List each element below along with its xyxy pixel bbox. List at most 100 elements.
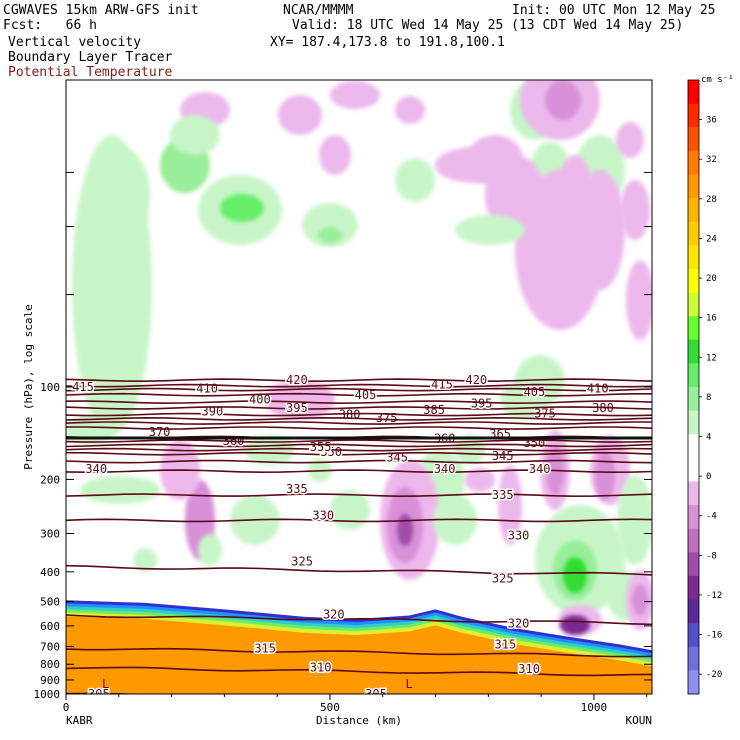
colorbar-swatch xyxy=(688,410,699,435)
w-region xyxy=(330,81,380,109)
w-region xyxy=(498,465,522,545)
theta-label-405: 405 xyxy=(355,388,377,402)
theta-label-420: 420 xyxy=(465,373,487,387)
theta-contour-305 xyxy=(66,692,140,694)
header-org: NCAR/MMMM xyxy=(283,3,354,18)
colorbar-swatch xyxy=(688,268,699,294)
w-region xyxy=(465,468,495,492)
theta-contour-420 xyxy=(66,378,652,383)
header-model: CGWAVES 15km ARW-GFS init xyxy=(3,3,199,18)
colorbar-tick-label: 36 xyxy=(706,116,717,126)
theta-label-385: 385 xyxy=(423,403,445,417)
w-region xyxy=(595,450,615,500)
colorbar-swatch xyxy=(688,528,699,553)
theta-contour-335 xyxy=(66,493,652,498)
w-region xyxy=(560,615,590,635)
colorbar: cm s⁻¹ 36 32 28 24 20 16 12 8 4 0 -4 -8 -12 -16 -20 xyxy=(687,75,734,695)
theta-contour-330 xyxy=(66,518,652,523)
boundary-layer-tracer xyxy=(66,616,652,694)
y-tick-label: 500 xyxy=(40,596,60,609)
theta-label-395: 395 xyxy=(471,396,493,410)
theta-contour-375 xyxy=(66,426,652,430)
colorbar-swatch xyxy=(688,198,699,223)
theta-contour-315 xyxy=(66,647,652,658)
colorbar-tick-label: 8 xyxy=(706,393,711,403)
theta-label-400: 400 xyxy=(249,393,271,407)
theta-contour-400 xyxy=(66,400,652,405)
colorbar-swatch xyxy=(688,505,699,530)
w-region xyxy=(319,135,351,175)
theta-label-305: 305 xyxy=(365,687,387,701)
theta-label-405: 405 xyxy=(524,385,546,399)
header-field-theta: Potential Temperature xyxy=(8,65,173,80)
w-region xyxy=(395,96,425,124)
theta-label-310: 310 xyxy=(310,661,332,675)
theta-contour-350 xyxy=(66,451,652,456)
y-tick-label: 700 xyxy=(40,640,60,653)
theta-contour-390 xyxy=(66,412,652,417)
theta-label-415: 415 xyxy=(72,380,94,394)
colorbar-tick-label: -12 xyxy=(706,591,722,601)
theta-contour-365 xyxy=(66,439,652,443)
theta-contour-395 xyxy=(66,406,652,410)
theta-label-325: 325 xyxy=(291,554,313,568)
low-marker: L xyxy=(102,677,109,691)
theta-contour-355 xyxy=(66,447,652,452)
header-valid: Valid: 18 UTC Wed 14 May 25 (13 CDT Wed … xyxy=(292,18,684,33)
header-forecast: Fcst: 66 h xyxy=(3,18,97,33)
w-region xyxy=(170,115,220,155)
w-region xyxy=(397,514,413,546)
theta-label-325: 325 xyxy=(492,571,514,585)
y-tick-label: 200 xyxy=(40,473,60,486)
header-xy: XY= 187.4,173.8 to 191.8,100.1 xyxy=(270,35,505,50)
y-tick-label: 400 xyxy=(40,566,60,579)
theta-contour-385 xyxy=(66,416,652,421)
theta-label-305: 305 xyxy=(88,687,110,701)
y-tick-label: 100 xyxy=(40,381,60,394)
colorbar-swatch xyxy=(688,127,699,152)
header-field-vertical-velocity: Vertical velocity xyxy=(8,35,142,50)
theta-contour-310 xyxy=(66,666,652,677)
theta-label-315: 315 xyxy=(495,638,517,652)
theta-contour-380 xyxy=(66,421,652,425)
w-region xyxy=(620,180,650,240)
colorbar-swatch xyxy=(688,103,699,128)
w-region xyxy=(616,122,644,158)
w-region xyxy=(90,147,150,243)
theta-label-420: 420 xyxy=(286,373,308,387)
colorbar-tick-label: 28 xyxy=(706,195,717,205)
w-region xyxy=(220,194,264,222)
colorbar-swatch xyxy=(688,80,699,105)
w-region xyxy=(318,227,342,243)
colorbar-swatch xyxy=(688,552,699,577)
theta-label-375: 375 xyxy=(376,411,398,425)
w-region xyxy=(198,534,222,566)
w-region xyxy=(545,80,581,120)
colorbar-frame xyxy=(687,79,700,695)
colorbar-swatch xyxy=(688,623,699,648)
colorbar-swatch xyxy=(688,387,699,412)
theta-label-340: 340 xyxy=(434,462,456,476)
w-region xyxy=(80,476,160,504)
x-axis-label: Distance (km) xyxy=(316,714,402,727)
colorbar-swatch xyxy=(688,221,699,246)
theta-label-320: 320 xyxy=(323,607,345,621)
x-tick-label: 500 xyxy=(320,701,340,714)
colorbar-swatch xyxy=(688,339,699,364)
theta-contour-415 xyxy=(66,383,652,388)
colorbar-tick-label: -16 xyxy=(706,631,722,641)
y-tick-label: 800 xyxy=(40,658,60,671)
colorbar-swatch xyxy=(688,457,699,482)
colorbar-tick-label: 0 xyxy=(706,472,711,482)
theta-label-410: 410 xyxy=(196,381,218,395)
theta-contour-320 xyxy=(66,614,652,626)
w-region xyxy=(626,260,652,340)
theta-label-330: 330 xyxy=(508,529,530,543)
theta-contour-325 xyxy=(66,564,652,576)
y-tick-label: 300 xyxy=(40,527,60,540)
theta-label-355: 355 xyxy=(310,440,332,454)
w-region xyxy=(632,584,648,616)
colorbar-tick-label: 32 xyxy=(706,155,717,165)
header-field-bl-tracer: Boundary Layer Tracer xyxy=(8,50,173,65)
low-marker: L xyxy=(406,677,413,691)
